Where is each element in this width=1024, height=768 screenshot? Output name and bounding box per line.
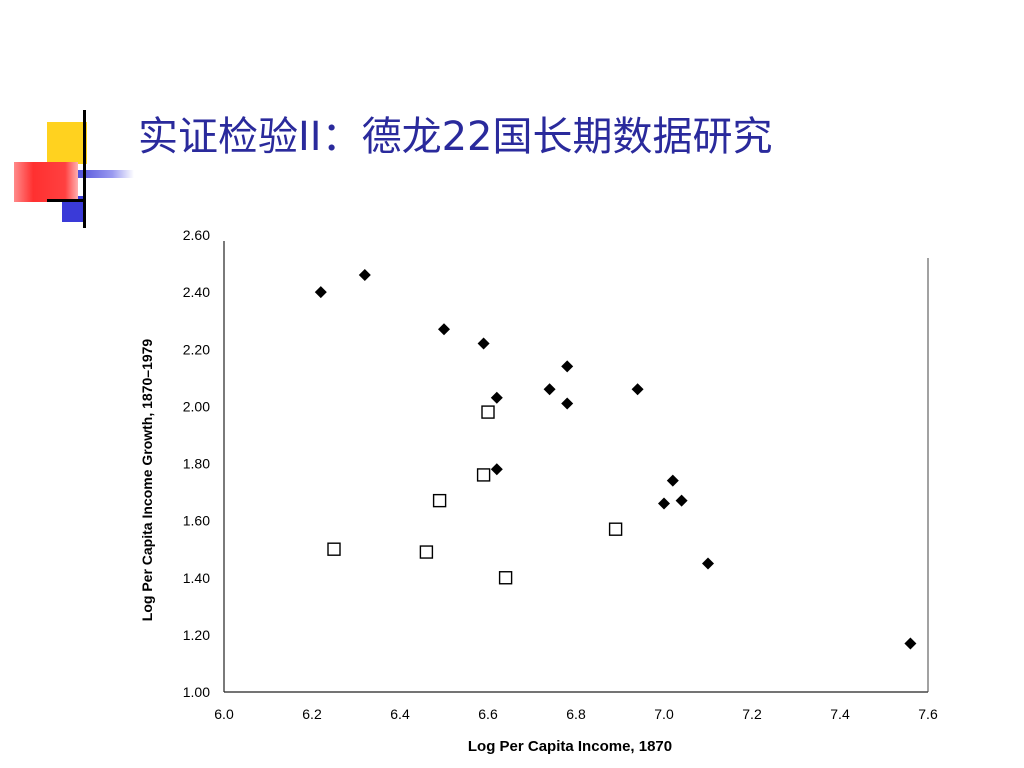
title-decoration-blue-square	[62, 196, 84, 222]
data-point-diamond	[666, 474, 679, 487]
y-tick-label: 2.20	[183, 341, 210, 357]
data-point-diamond	[490, 463, 503, 476]
data-point-diamond	[477, 337, 490, 350]
y-tick-label: 1.60	[183, 513, 210, 529]
data-point-diamond	[631, 383, 644, 396]
chart-axes: 6.0 6.2 6.4 6.6 6.8 7.0 7.2 7.4 7.6 1.00 1.20 1.40 1…	[183, 227, 938, 722]
data-point-diamond	[490, 391, 503, 404]
data-point-diamond	[543, 383, 556, 396]
data-point-square	[498, 571, 513, 585]
data-point-diamond	[314, 286, 327, 299]
slide-title: 实证检验II：德龙22国长期数据研究	[138, 114, 773, 160]
data-point-diamond	[561, 397, 574, 410]
y-tick-label: 1.00	[183, 684, 210, 700]
data-point-diamond	[904, 637, 917, 650]
x-tick-label: 6.4	[390, 706, 410, 722]
y-tick-label: 2.60	[183, 227, 210, 243]
y-tick-label: 1.40	[183, 570, 210, 586]
data-point-square	[327, 542, 341, 556]
data-point-square	[481, 405, 495, 419]
data-point-square	[419, 545, 434, 559]
y-tick-label: 1.80	[183, 456, 210, 472]
data-point-square	[476, 468, 491, 482]
data-point-diamond	[438, 323, 450, 336]
data-point-diamond	[658, 497, 670, 510]
data-point-square	[432, 493, 447, 508]
data-point-diamond	[358, 268, 371, 281]
data-point-diamond	[675, 494, 688, 507]
x-tick-label: 7.2	[742, 706, 762, 722]
x-tick-label: 6.2	[302, 706, 322, 722]
y-tick-label: 1.20	[183, 627, 210, 643]
x-tick-label: 7.4	[830, 706, 850, 722]
y-tick-label: 2.40	[183, 284, 210, 300]
y-tick-label: 2.00	[183, 398, 210, 414]
data-point-diamond	[702, 557, 714, 570]
x-tick-label: 7.0	[654, 706, 674, 722]
y-axis-label: Log Per Capita Income Growth, 1870–1979	[139, 339, 155, 622]
x-tick-label: 6.0	[214, 706, 234, 722]
data-point-diamond	[561, 360, 574, 373]
title-decoration-blue-bar	[62, 170, 134, 178]
title-decoration-red-bar	[14, 162, 78, 202]
x-tick-label: 6.6	[478, 706, 498, 722]
title-decoration-horizontal-line	[47, 199, 83, 202]
data-point-square	[608, 522, 623, 536]
title-decoration-vertical-line	[83, 110, 86, 228]
x-tick-label: 7.6	[918, 706, 938, 722]
chart-points	[314, 268, 917, 650]
x-axis-label: Log Per Capita Income, 1870	[468, 738, 672, 755]
title-decoration-yellow-square	[47, 122, 87, 164]
x-tick-label: 6.8	[566, 706, 586, 722]
